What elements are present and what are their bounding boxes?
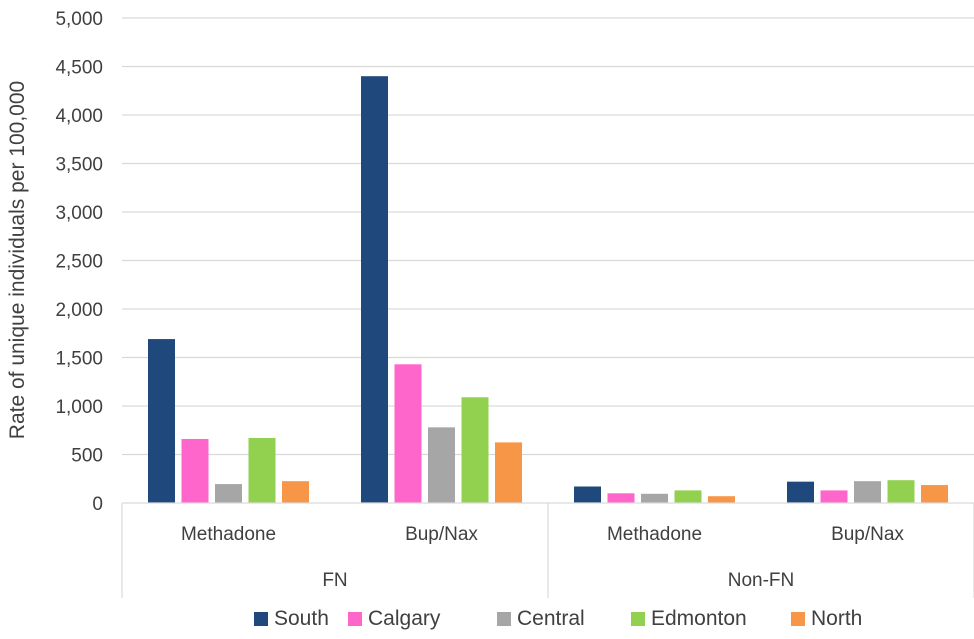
y-tick-label: 5,000: [55, 9, 103, 30]
bar-calgary: [181, 438, 209, 503]
bar-north: [495, 442, 522, 503]
x-category-label: Methadone: [181, 524, 276, 545]
y-tick-label: 2,000: [55, 300, 103, 321]
legend-swatch: [791, 612, 805, 626]
y-tick-label: 4,500: [55, 58, 103, 79]
bar-central: [854, 481, 881, 503]
y-tick-label: 1,000: [55, 397, 103, 418]
bar-edmonton: [248, 438, 276, 503]
bar-central: [428, 427, 455, 503]
bar-south: [361, 76, 388, 503]
legend-swatch: [497, 612, 511, 626]
legend-item-edmonton: Edmonton: [631, 604, 747, 634]
bar-north: [921, 485, 948, 503]
bar-south: [574, 486, 601, 503]
legend-label: North: [811, 607, 863, 630]
x-group-label: Non-FN: [728, 570, 795, 591]
bar-calgary: [394, 364, 422, 503]
legend-item-south: South: [254, 604, 329, 634]
y-tick-label: 1,500: [55, 349, 103, 370]
legend-label: South: [274, 607, 329, 630]
bar-south: [787, 481, 814, 503]
x-category-label: Methadone: [607, 524, 702, 545]
legend-label: Central: [517, 607, 585, 630]
bar-central: [215, 484, 242, 503]
bar-edmonton: [674, 490, 702, 503]
y-tick-label: 3,500: [55, 155, 103, 176]
legend-swatch: [348, 612, 362, 626]
bar-calgary: [820, 490, 848, 503]
legend-swatch: [631, 612, 645, 626]
y-tick-label: 4,000: [55, 106, 103, 127]
bar-calgary: [607, 493, 635, 503]
legend-item-calgary: Calgary: [348, 604, 440, 634]
bar-north: [708, 496, 735, 503]
bar-north: [282, 481, 309, 503]
bar-edmonton: [461, 397, 489, 503]
x-category-label: Bup/Nax: [831, 524, 904, 545]
bar-south: [148, 339, 175, 503]
legend-swatch: [254, 612, 268, 626]
y-tick-label: 500: [71, 446, 103, 467]
y-axis-title: Rate of unique individuals per 100,000: [6, 81, 29, 439]
legend-item-north: North: [791, 604, 862, 634]
legend-label: Calgary: [368, 607, 441, 630]
y-tick-label: 3,000: [55, 203, 103, 224]
x-group-label: FN: [322, 570, 347, 591]
y-tick-label: 0: [92, 494, 103, 515]
legend-item-central: Central: [497, 604, 585, 634]
y-tick-label: 2,500: [55, 252, 103, 273]
bar-central: [641, 493, 668, 503]
legend-label: Edmonton: [651, 607, 747, 630]
x-category-label: Bup/Nax: [405, 524, 478, 545]
bar-edmonton: [887, 480, 915, 503]
